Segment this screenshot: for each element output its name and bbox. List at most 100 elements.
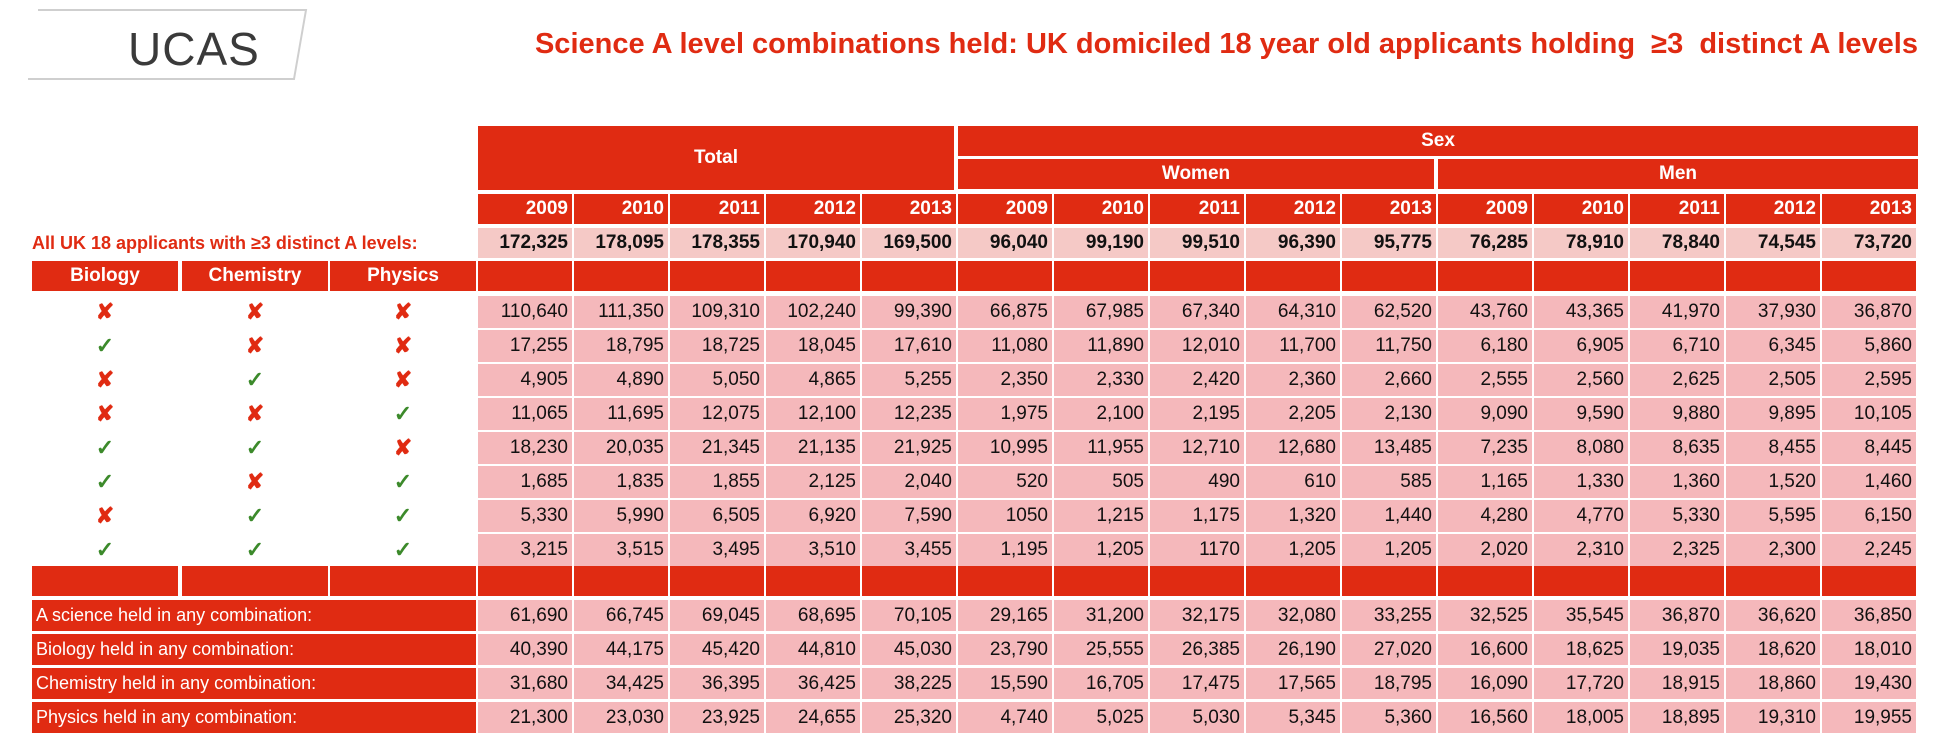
combination-value: 2,350	[958, 364, 1052, 396]
summary-value: 36,870	[1630, 600, 1724, 631]
divider-bar	[574, 566, 668, 596]
combination-value: 21,345	[670, 432, 764, 464]
combination-value: 2,130	[1342, 398, 1436, 430]
year-header: 2010	[1054, 194, 1148, 224]
summary-value: 18,795	[1342, 668, 1436, 699]
combination-value: 1,205	[1342, 534, 1436, 566]
header-spacer-bar	[766, 261, 860, 291]
combination-value: 7,590	[862, 500, 956, 532]
summary-value: 35,545	[1534, 600, 1628, 631]
summary-value: 24,655	[766, 702, 860, 733]
combination-value: 12,680	[1246, 432, 1340, 464]
header-spacer-bar	[1054, 261, 1148, 291]
cross-icon: ✘	[393, 333, 413, 358]
divider-bar	[1438, 566, 1532, 596]
combination-value: 12,710	[1150, 432, 1244, 464]
combination-value: 2,360	[1246, 364, 1340, 396]
combination-value: 4,770	[1534, 500, 1628, 532]
header-women: Women	[958, 159, 1434, 189]
year-header: 2009	[958, 194, 1052, 224]
combination-value: 37,930	[1726, 296, 1820, 328]
combination-value: 1,165	[1438, 466, 1532, 498]
combination-value: 1,215	[1054, 500, 1148, 532]
all-applicants-value: 99,510	[1150, 228, 1244, 258]
summary-label: Chemistry held in any combination:	[32, 668, 476, 699]
combination-value: 9,895	[1726, 398, 1820, 430]
combination-value: 13,485	[1342, 432, 1436, 464]
logo-text: UCAS	[128, 23, 260, 75]
summary-value: 15,590	[958, 668, 1052, 699]
header-spacer-bar	[670, 261, 764, 291]
year-header: 2011	[1630, 194, 1724, 224]
combination-value: 8,445	[1822, 432, 1916, 464]
summary-value: 33,255	[1342, 600, 1436, 631]
combination-value: 5,595	[1726, 500, 1820, 532]
divider-bar	[1534, 566, 1628, 596]
combination-value: 2,420	[1150, 364, 1244, 396]
summary-value: 5,030	[1150, 702, 1244, 733]
header-spacer-bar	[958, 261, 1052, 291]
summary-value: 18,625	[1534, 634, 1628, 665]
summary-value: 34,425	[574, 668, 668, 699]
combination-value: 102,240	[766, 296, 860, 328]
combination-value: 2,660	[1342, 364, 1436, 396]
summary-value: 16,090	[1438, 668, 1532, 699]
combination-value: 5,990	[574, 500, 668, 532]
header-spacer-bar	[1150, 261, 1244, 291]
combination-value: 17,610	[862, 330, 956, 362]
combination-value: 110,640	[478, 296, 572, 328]
tick-icon: ✓	[393, 469, 413, 494]
summary-value: 66,745	[574, 600, 668, 631]
tick-icon: ✓	[245, 503, 265, 528]
combination-value: 99,390	[862, 296, 956, 328]
combination-value: 2,325	[1630, 534, 1724, 566]
all-applicants-value: 76,285	[1438, 228, 1532, 258]
combination-value: 3,495	[670, 534, 764, 566]
combination-value: 18,725	[670, 330, 764, 362]
all-applicants-value: 96,390	[1246, 228, 1340, 258]
tick-icon: ✓	[393, 537, 413, 562]
combination-value: 10,105	[1822, 398, 1916, 430]
combination-value: 5,330	[1630, 500, 1724, 532]
summary-value: 19,430	[1822, 668, 1916, 699]
summary-value: 18,010	[1822, 634, 1916, 665]
combination-value: 490	[1150, 466, 1244, 498]
page-title: Science A level combinations held: UK do…	[534, 28, 1918, 60]
divider-bar	[958, 566, 1052, 596]
summary-value: 68,695	[766, 600, 860, 631]
combination-value: 2,555	[1438, 364, 1532, 396]
summary-value: 21,300	[478, 702, 572, 733]
combination-value: 62,520	[1342, 296, 1436, 328]
year-header: 2012	[766, 194, 860, 224]
summary-value: 23,790	[958, 634, 1052, 665]
summary-value: 44,175	[574, 634, 668, 665]
combination-value: 11,080	[958, 330, 1052, 362]
combination-value: 610	[1246, 466, 1340, 498]
combination-value: 6,905	[1534, 330, 1628, 362]
logo: UCAS	[28, 8, 308, 80]
summary-value: 5,345	[1246, 702, 1340, 733]
summary-value: 23,030	[574, 702, 668, 733]
combination-value: 21,925	[862, 432, 956, 464]
all-applicants-value: 172,325	[478, 228, 572, 258]
combination-value: 2,310	[1534, 534, 1628, 566]
all-applicants-value: 96,040	[958, 228, 1052, 258]
summary-value: 36,850	[1822, 600, 1916, 631]
combination-value: 6,150	[1822, 500, 1916, 532]
divider-bar	[766, 566, 860, 596]
combination-value: 6,180	[1438, 330, 1532, 362]
combination-value: 11,750	[1342, 330, 1436, 362]
combination-value: 11,890	[1054, 330, 1148, 362]
combination-value: 3,455	[862, 534, 956, 566]
summary-value: 19,955	[1822, 702, 1916, 733]
combination-value: 36,870	[1822, 296, 1916, 328]
all-applicants-value: 170,940	[766, 228, 860, 258]
combination-value: 1,855	[670, 466, 764, 498]
summary-value: 5,025	[1054, 702, 1148, 733]
combination-value: 12,075	[670, 398, 764, 430]
divider-bar	[1150, 566, 1244, 596]
summary-value: 36,620	[1726, 600, 1820, 631]
combination-value: 1,440	[1342, 500, 1436, 532]
summary-value: 26,385	[1150, 634, 1244, 665]
combination-value: 2,125	[766, 466, 860, 498]
